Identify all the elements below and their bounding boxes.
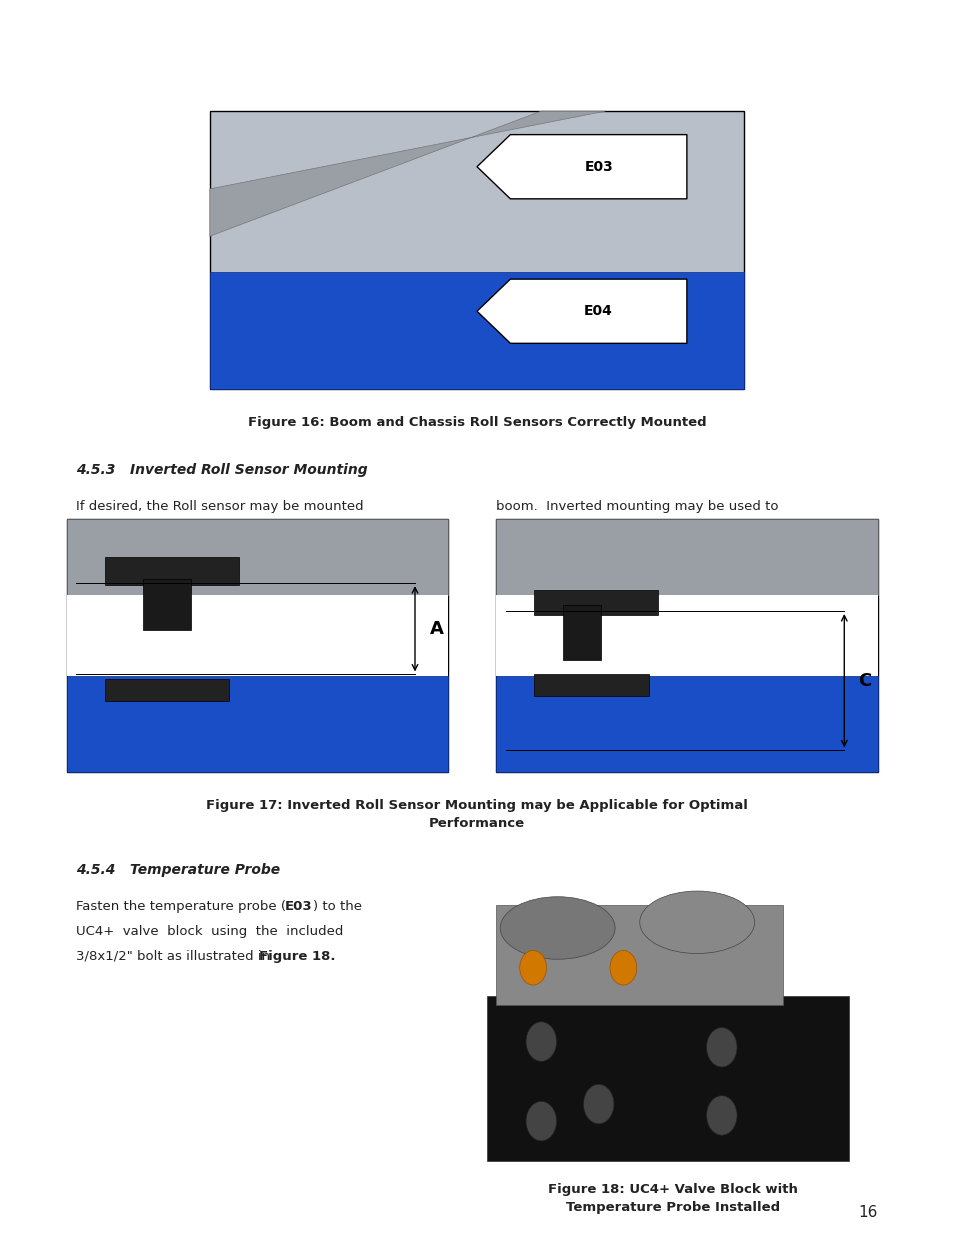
Polygon shape	[210, 111, 604, 236]
Text: boom.  Inverted mounting may be used to
optimize the mounting criteria explained: boom. Inverted mounting may be used to o…	[496, 500, 785, 532]
Bar	[496, 905, 782, 1005]
Circle shape	[609, 951, 636, 986]
Bar	[534, 674, 648, 697]
Text: Figure 17: Inverted Roll Sensor Mounting may be Applicable for Optimal
Performan: Figure 17: Inverted Roll Sensor Mounting…	[206, 799, 747, 830]
Text: E04: E04	[583, 304, 613, 319]
Circle shape	[525, 1102, 556, 1141]
Bar	[496, 519, 877, 772]
Polygon shape	[67, 519, 448, 595]
Text: E03: E03	[583, 159, 613, 174]
Circle shape	[519, 951, 546, 986]
Text: ) to the: ) to the	[313, 900, 361, 914]
Ellipse shape	[639, 892, 754, 953]
Text: 4.5.4   Temperature Probe: 4.5.4 Temperature Probe	[76, 863, 280, 877]
Ellipse shape	[499, 897, 615, 960]
Text: UC4+  valve  block  using  the  included: UC4+ valve block using the included	[76, 925, 343, 939]
Bar	[562, 605, 600, 661]
Text: C: C	[857, 672, 870, 689]
Text: Figure 18.: Figure 18.	[259, 950, 335, 963]
Circle shape	[525, 1021, 556, 1061]
Text: E03: E03	[284, 900, 312, 914]
Polygon shape	[496, 519, 877, 595]
Polygon shape	[476, 135, 686, 199]
Circle shape	[706, 1028, 737, 1067]
Text: Figure 18: UC4+ Valve Block with
Temperature Probe Installed: Figure 18: UC4+ Valve Block with Tempera…	[547, 1183, 797, 1214]
Polygon shape	[496, 595, 877, 676]
Bar	[67, 519, 448, 772]
Bar	[143, 579, 191, 630]
Bar	[534, 590, 658, 615]
Text: 4.5.3   Inverted Roll Sensor Mounting: 4.5.3 Inverted Roll Sensor Mounting	[76, 463, 368, 477]
Text: Fasten the temperature probe (: Fasten the temperature probe (	[76, 900, 286, 914]
Bar	[210, 111, 743, 389]
Text: Section 4.5.: Section 4.5.	[496, 555, 585, 568]
Bar	[105, 557, 238, 584]
Polygon shape	[210, 272, 743, 389]
Circle shape	[706, 1095, 737, 1135]
Text: If desired, the Roll sensor may be mounted
inverted, so long as the connector ex: If desired, the Roll sensor may be mount…	[76, 500, 363, 552]
Bar	[105, 679, 229, 701]
Polygon shape	[67, 676, 448, 772]
Text: A: A	[430, 620, 444, 637]
Text: 16: 16	[858, 1205, 877, 1220]
Polygon shape	[476, 279, 686, 343]
Polygon shape	[67, 595, 448, 676]
Bar	[486, 997, 848, 1161]
Bar	[467, 877, 877, 1161]
Polygon shape	[496, 676, 877, 772]
Circle shape	[583, 1084, 614, 1124]
Text: 3/8x1/2" bolt as illustrated in: 3/8x1/2" bolt as illustrated in	[76, 950, 274, 963]
Text: Figure 16: Boom and Chassis Roll Sensors Correctly Mounted: Figure 16: Boom and Chassis Roll Sensors…	[248, 416, 705, 430]
